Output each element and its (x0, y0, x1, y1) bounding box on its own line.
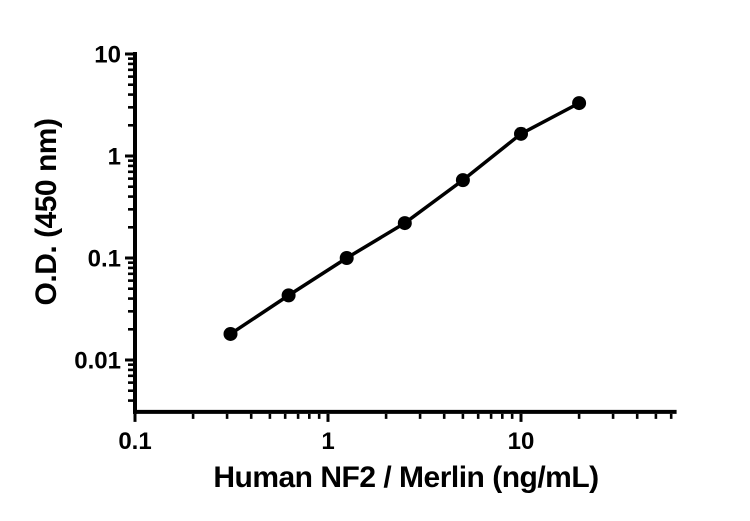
data-point-marker (572, 96, 587, 111)
x-axis-title: Human NF2 / Merlin (ng/mL) (213, 461, 599, 494)
y-tick-label: 0.1 (88, 246, 121, 273)
y-tick-label: 0.01 (74, 348, 121, 375)
data-point-marker (281, 288, 296, 303)
x-tick-label: 10 (508, 428, 535, 455)
x-tick-label: 0.1 (118, 428, 151, 455)
data-point-marker (455, 173, 470, 188)
x-tick-label: 1 (321, 428, 334, 455)
data-point-marker (514, 126, 528, 141)
data-point-marker (339, 251, 354, 265)
data-point-marker (397, 216, 412, 231)
y-tick-label: 10 (94, 42, 121, 69)
y-tick-label: 1 (108, 144, 121, 171)
data-point-marker (223, 326, 238, 341)
y-axis-title: O.D. (450 nm) (30, 118, 63, 306)
